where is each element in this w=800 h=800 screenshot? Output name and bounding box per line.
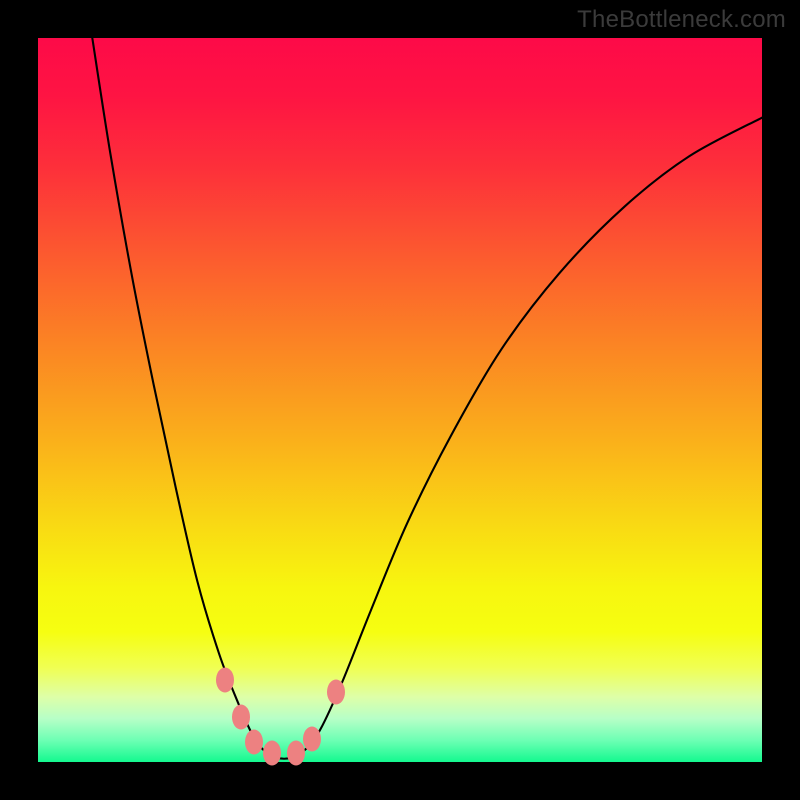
data-point-marker: [245, 729, 263, 754]
data-point-marker: [327, 679, 345, 704]
plot-area: [38, 38, 762, 762]
data-point-marker: [303, 726, 321, 751]
watermark-text: TheBottleneck.com: [577, 6, 786, 34]
v-curve-path: [92, 38, 762, 759]
data-point-marker: [263, 741, 281, 766]
data-point-marker: [232, 705, 250, 730]
bottleneck-curve: [38, 38, 762, 762]
data-point-marker: [216, 668, 234, 693]
data-point-marker: [287, 741, 305, 766]
